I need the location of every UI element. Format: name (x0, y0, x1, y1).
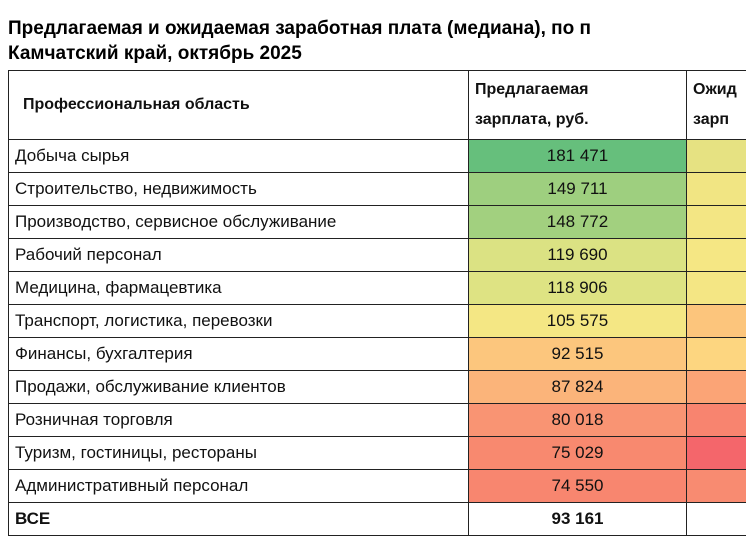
offered-salary: 148 772 (468, 205, 687, 239)
title: Предлагаемая и ожидаемая заработная плат… (8, 18, 592, 39)
row-label: Розничная торговля (8, 403, 469, 437)
offered-salary: 92 515 (468, 337, 687, 371)
header-line: зарплата, руб. (475, 111, 589, 128)
title: Камчатский край, октябрь 2025 (8, 43, 302, 64)
offered-salary: 93 161 (468, 502, 687, 536)
expected-salary (686, 337, 746, 371)
table-row: ВСЕ 93 161 (8, 502, 746, 536)
row-label: Туризм, гостиницы, рестораны (8, 436, 469, 470)
row-label: Продажи, обслуживание клиентов (8, 370, 469, 404)
row-label: ВСЕ (8, 502, 469, 536)
row-label: Строительство, недвижимость (8, 172, 469, 206)
row-label: Административный персонал (8, 469, 469, 503)
expected-salary (686, 238, 746, 272)
offered-salary: 118 906 (468, 271, 687, 305)
expected-salary (686, 370, 746, 404)
expected-salary (686, 469, 746, 503)
table-row: Туризм, гостиницы, рестораны 75 029 (8, 436, 746, 470)
row-label: Медицина, фармацевтика (8, 271, 469, 305)
table-wrap: Профессиональная область Предлагаемая зар… (8, 70, 746, 559)
offered-salary: 87 824 (468, 370, 687, 404)
row-label: Рабочий персонал (8, 238, 469, 272)
table-row: Розничная торговля 80 018 (8, 403, 746, 437)
offered-salary: 181 471 (468, 139, 687, 173)
table-row: Административный персонал 74 550 (8, 469, 746, 503)
offered-salary: 80 018 (468, 403, 687, 437)
offered-salary: 119 690 (468, 238, 687, 272)
column-header: Ожид зарп (686, 70, 746, 140)
table-body: Добыча сырья 181 471 Строительство, недвиж… (8, 139, 746, 536)
table-row: Добыча сырья 181 471 (8, 139, 746, 173)
table-row: Производство, сервисное обслуживание 148 … (8, 205, 746, 239)
offered-salary: 105 575 (468, 304, 687, 338)
header-line: зарп (693, 111, 730, 128)
header-row: Профессиональная область Предлагаемая зар… (8, 70, 746, 140)
expected-salary (686, 139, 746, 173)
row-label: Финансы, бухгалтерия (8, 337, 469, 371)
expected-salary (686, 172, 746, 206)
table: Профессиональная область Предлагаемая зар… (8, 70, 746, 536)
table-row: Продажи, обслуживание клиентов 87 824 (8, 370, 746, 404)
table-row: Медицина, фармацевтика 118 906 (8, 271, 746, 305)
table-row: Рабочий персонал 119 690 (8, 238, 746, 272)
expected-salary (686, 205, 746, 239)
row-label: Добыча сырья (8, 139, 469, 173)
header-line: Предлагаемая (475, 81, 589, 98)
expected-salary (686, 271, 746, 305)
table-row: Финансы, бухгалтерия 92 515 (8, 337, 746, 371)
expected-salary (686, 403, 746, 437)
expected-salary (686, 304, 746, 338)
offered-salary: 149 711 (468, 172, 687, 206)
offered-salary: 75 029 (468, 436, 687, 470)
table-row: Транспорт, логистика, перевозки 105 575 (8, 304, 746, 338)
column-header: Профессиональная область (8, 70, 469, 140)
row-label: Транспорт, логистика, перевозки (8, 304, 469, 338)
header-line: Ожид (693, 81, 737, 98)
offered-salary: 74 550 (468, 469, 687, 503)
column-header: Предлагаемая зарплата, руб. (468, 70, 687, 140)
table-row: Строительство, недвижимость 149 711 (8, 172, 746, 206)
row-label: Производство, сервисное обслуживание (8, 205, 469, 239)
expected-salary (686, 436, 746, 470)
expected-salary (686, 502, 746, 536)
